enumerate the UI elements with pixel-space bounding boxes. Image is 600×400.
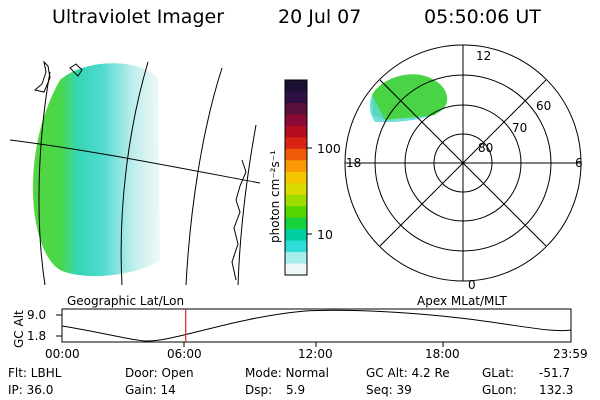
mode-info: Mode: Normal — [245, 366, 329, 380]
timeline-ylabel: GC Alt — [12, 310, 26, 348]
aurora-emission-region — [32, 63, 160, 277]
timeline-xtick: 06:00 — [167, 347, 202, 361]
colorbar-segment — [285, 137, 307, 150]
lat-label: 70 — [512, 121, 527, 135]
longitude-line — [185, 67, 223, 286]
timeline-xtick: 12:00 — [298, 347, 333, 361]
longitude-line — [38, 71, 51, 286]
info-block: Flt: LBHL IP: 36.0 Door: Open Gain: 14 M… — [8, 366, 573, 397]
timeline-xtick: 23:59 — [553, 347, 588, 361]
colorbar-segment — [285, 171, 307, 184]
door-info: Door: Open — [125, 366, 194, 380]
longitude-line — [237, 124, 257, 286]
lat-label: 60 — [536, 99, 551, 113]
latitude-line — [10, 139, 261, 184]
glat-value: -51.7 — [539, 366, 570, 380]
timeline-xtick: 00:00 — [45, 347, 80, 361]
polar-plot: 12 18 6 0 60 70 80 — [344, 44, 583, 292]
colorbar-segment — [285, 91, 307, 104]
coastline — [231, 159, 247, 281]
colorbar-segment — [285, 206, 307, 219]
colorbar-segment — [285, 125, 307, 138]
dsp-label: Dsp: — [245, 383, 272, 397]
left-panel-label: Geographic Lat/Lon — [67, 294, 184, 308]
timeline-ytick: 1.8 — [27, 329, 46, 343]
glon-value: 132.3 — [539, 383, 573, 397]
colorbar-segment — [285, 263, 307, 276]
lat-label: 80 — [478, 141, 493, 155]
colorbar-segment — [285, 194, 307, 207]
right-panel-label: Apex MLat/MLT — [417, 294, 507, 308]
mlt-label-right: 6 — [575, 156, 583, 170]
colorbar-segment — [285, 252, 307, 265]
colorbar-tick-label: 100 — [317, 141, 341, 156]
mlt-label-bottom: 0 — [468, 278, 476, 292]
colorbar-tick-label: 10 — [317, 227, 333, 242]
colorbar — [284, 79, 308, 276]
coastline — [33, 60, 83, 93]
mlt-label-left: 18 — [346, 156, 361, 170]
polar-aurora-region — [372, 74, 448, 120]
colorbar-segment — [285, 217, 307, 230]
ip-info: IP: 36.0 — [8, 383, 53, 397]
timeline-ytick: 9.0 — [27, 308, 46, 322]
colorbar-segment — [285, 102, 307, 116]
gcalt-info: GC Alt: 4.2 Re — [366, 366, 450, 380]
glat-label: GLat: — [482, 366, 514, 380]
timeline-xtick: 18:00 — [425, 347, 460, 361]
glon-label: GLon: — [482, 383, 517, 397]
polar-aurora-edge — [369, 95, 444, 122]
mlt-label-top: 12 — [476, 49, 491, 63]
date-label: 20 Jul 07 — [278, 6, 362, 28]
time-label: 05:50:06 UT — [424, 6, 541, 28]
seq-info: Seq: 39 — [366, 383, 412, 397]
app-title: Ultraviolet Imager — [52, 6, 225, 28]
dsp-value: 5.9 — [286, 383, 305, 397]
longitude-line — [120, 61, 149, 286]
colorbar-unit-label: photon cm⁻²s⁻¹ — [268, 150, 282, 243]
flight-info: Flt: LBHL — [8, 366, 62, 380]
colorbar-segment — [285, 114, 307, 127]
colorbar-segment — [285, 80, 307, 93]
colorbar-segment — [285, 183, 307, 196]
altitude-curve — [61, 309, 572, 342]
colorbar-segment — [285, 240, 307, 253]
colorbar-segment — [285, 229, 307, 242]
colorbar-segment — [285, 148, 307, 161]
gain-info: Gain: 14 — [125, 383, 176, 397]
colorbar-segment — [285, 160, 307, 173]
timeline-plot: GC Alt 9.0 1.8 00:00 06:00 12:00 18:00 2… — [12, 308, 588, 361]
